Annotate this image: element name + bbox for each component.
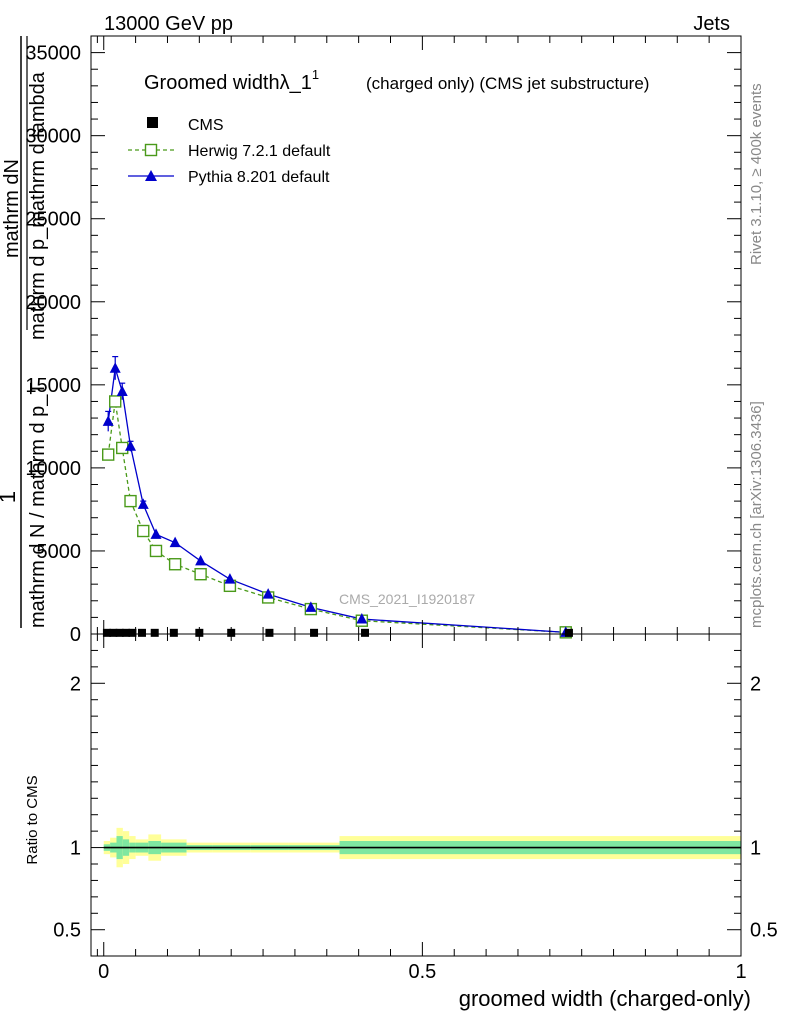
ylabel-pre-num: 1 (0, 491, 20, 503)
pythia-point (116, 385, 128, 396)
cms-point (150, 628, 159, 637)
pythia-point (102, 415, 114, 426)
y-tick-label: 15000 (25, 375, 81, 397)
chart-title-main: Groomed widthλ_1 (144, 72, 312, 94)
cms-point (310, 628, 319, 637)
cms-point (169, 628, 178, 637)
legend-herwig-marker (144, 143, 158, 157)
ratio-y-tick-label: 1 (70, 838, 81, 860)
header-right: Jets (693, 13, 730, 35)
cms-point (564, 628, 573, 637)
cms-point (137, 628, 146, 637)
chart-subtitle: (charged only) (CMS jet substructure) (366, 74, 649, 93)
chart-title-sup: 1 (312, 67, 319, 82)
ylabel-den: mathrm d p_mathrm d lambda (27, 71, 49, 340)
pythia-point (150, 528, 162, 539)
ratio-plot-content (103, 827, 741, 868)
y-tick-label: 0 (70, 624, 81, 646)
main-ticks: 0 5000 10000 15000 20000 25000 30000 35000 (25, 35, 742, 646)
legend-pythia-marker (145, 170, 157, 181)
watermark: CMS_2021_I1920187 (339, 591, 475, 607)
cms-point (102, 628, 111, 637)
main-panel: 0 5000 10000 15000 20000 25000 30000 35000 Groo… (0, 35, 742, 646)
y-tick-label: 35000 (25, 43, 81, 65)
pythia-point (137, 498, 149, 509)
herwig-point (168, 558, 182, 571)
mcplots-label: mcplots.cern.ch [arXiv:1306.3436] (748, 401, 765, 628)
pythia-point (109, 362, 121, 373)
ratio-y-tick-label-right: 2 (750, 673, 761, 695)
legend: CMS Herwig 7.2.1 default Pythia 8.201 de… (128, 117, 331, 186)
ratio-panel: 0.5 0.51 12 20 0.5 1 Ratio to CMS groomed wid… (24, 633, 778, 1011)
ratio-ticks: 0.5 0.51 12 20 0.5 1 (53, 634, 778, 983)
rivet-label: Rivet 3.1.10, ≥ 400k events (748, 83, 765, 265)
legend-cms-label: CMS (188, 117, 224, 134)
ylabel-num: mathrm dN (1, 159, 23, 258)
x-tick-label: 0 (98, 961, 109, 983)
y-tick-label: 25000 (25, 209, 81, 231)
pythia-point (305, 601, 317, 612)
ratio-y-tick-label: 0.5 (53, 920, 81, 942)
ylabel-pre-den: mathrm d N / mathrm d p_T (27, 382, 49, 628)
ratio-y-tick-label-right: 1 (750, 838, 761, 860)
cms-point (265, 628, 274, 637)
cms-point (122, 628, 131, 637)
main-plot-content (102, 355, 573, 639)
main-ylabel: 1 mathrm d N / mathrm d p_T mathrm dN ma… (0, 36, 49, 628)
herwig-point (137, 524, 150, 538)
herwig-point (149, 544, 163, 558)
y-tick-label: 20000 (25, 292, 81, 314)
y-tick-label: 10000 (25, 458, 81, 480)
pythia-point (169, 536, 181, 548)
x-tick-label: 0.5 (408, 961, 436, 983)
ratio-y-tick-label: 2 (70, 673, 81, 695)
legend-cms-marker (147, 117, 158, 128)
chart-title: Groomed widthλ_11 (144, 67, 319, 94)
ratio-frame (90, 633, 742, 957)
pythia-point (195, 554, 207, 566)
herwig-point (124, 494, 137, 508)
cms-point (128, 628, 137, 637)
ratio-y-tick-label-right: 0.5 (750, 920, 778, 942)
herwig-point (102, 448, 115, 461)
herwig-point (116, 441, 129, 455)
x-axis-label: groomed width (charged-only) (459, 986, 751, 1011)
cms-point (109, 628, 118, 637)
legend-pythia-label: Pythia 8.201 default (188, 169, 330, 186)
pythia-point (125, 440, 137, 451)
cms-point (115, 628, 124, 637)
herwig-point (109, 395, 122, 408)
pythia-point (262, 588, 274, 599)
cms-point (361, 628, 370, 637)
y-tick-label: 5000 (37, 541, 82, 563)
y-tick-label: 30000 (25, 126, 81, 148)
x-tick-label: 1 (735, 961, 746, 983)
pythia-point (356, 613, 368, 624)
herwig-line (107, 401, 566, 633)
herwig-point (194, 568, 207, 581)
legend-herwig-label: Herwig 7.2.1 default (188, 143, 331, 160)
header-left: 13000 GeV pp (104, 13, 233, 35)
pythia-line (107, 368, 566, 633)
ratio-ylabel: Ratio to CMS (24, 775, 41, 864)
pythia-point (224, 573, 236, 584)
